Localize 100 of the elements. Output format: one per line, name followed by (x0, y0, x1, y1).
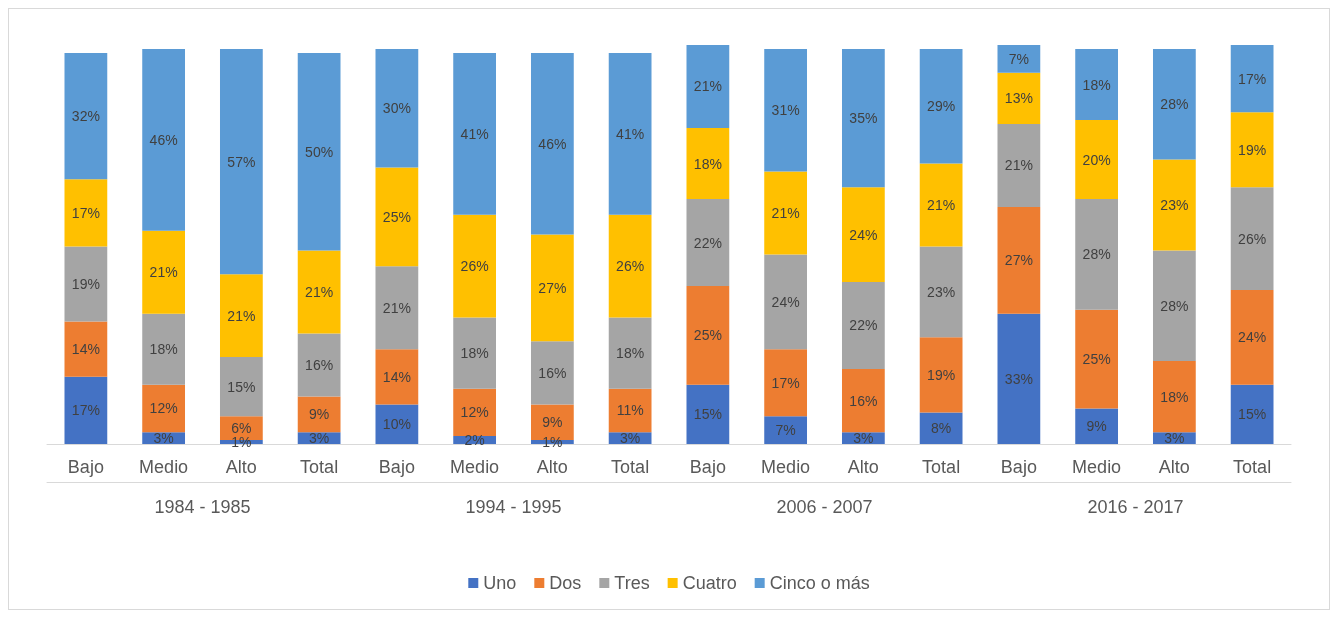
bar (841, 187, 885, 283)
data-label: 21% (382, 299, 411, 316)
bar (686, 285, 730, 385)
bar (841, 282, 885, 369)
bar (1075, 408, 1119, 444)
data-label: 19% (71, 276, 100, 293)
data-label: 28% (1160, 297, 1189, 314)
data-label: 18% (1160, 388, 1189, 405)
data-label: 21% (771, 204, 800, 221)
bar (997, 45, 1041, 73)
data-label: 24% (1238, 329, 1267, 346)
data-label: 14% (71, 341, 100, 358)
data-label: 19% (1238, 141, 1267, 158)
bar (997, 124, 1041, 207)
data-label: 19% (927, 366, 956, 383)
legend-label: Tres (614, 573, 650, 593)
data-label: 24% (771, 293, 800, 310)
data-label: 18% (616, 345, 645, 362)
bar (219, 357, 263, 417)
bar (764, 171, 808, 255)
data-label: 21% (1004, 157, 1033, 174)
bar (919, 48, 963, 164)
data-label: 10% (382, 416, 411, 433)
x-tick-label: Medio (450, 457, 500, 477)
bar (608, 52, 652, 215)
data-label: 11% (616, 402, 644, 419)
bar (764, 349, 808, 417)
bar (297, 396, 341, 433)
data-label: 29% (927, 98, 956, 115)
data-label: 46% (538, 135, 567, 152)
bar (64, 321, 108, 377)
bar (142, 230, 186, 314)
bar (64, 376, 108, 444)
data-label: 15% (227, 378, 256, 395)
data-label: 18% (149, 341, 178, 358)
x-tick-label: Alto (1158, 457, 1190, 477)
bar (453, 388, 497, 437)
x-tick-label: Bajo (689, 457, 726, 477)
bar (919, 412, 963, 444)
bar (64, 52, 108, 180)
text: 2006 - 2007 (776, 497, 873, 517)
bar (997, 313, 1041, 444)
data-label: 57% (227, 153, 256, 170)
data-label: 28% (1160, 96, 1189, 113)
data-label: 21% (693, 78, 722, 95)
bar (841, 368, 885, 433)
data-label: 26% (616, 258, 645, 275)
legend-label: Cuatro (682, 573, 737, 593)
data-label: 22% (693, 234, 722, 251)
x-tick-label: Total (611, 457, 650, 477)
data-label: 41% (616, 125, 645, 142)
data-label: 18% (460, 345, 489, 362)
data-label: 14% (382, 368, 411, 385)
x-tick-label: Total (1233, 457, 1272, 477)
legend-label: Dos (549, 573, 582, 593)
bar (1152, 159, 1196, 251)
data-label: 27% (538, 279, 567, 296)
data-label: 25% (1082, 351, 1111, 368)
x-tick-label: Medio (1072, 457, 1122, 477)
bar (64, 246, 108, 322)
bar (1230, 384, 1274, 444)
data-label: 3% (853, 430, 874, 447)
bar (1075, 48, 1119, 121)
bar (1152, 48, 1196, 160)
data-label: 8% (931, 420, 952, 437)
bar (1230, 289, 1274, 385)
bar (608, 317, 652, 389)
bar (1075, 120, 1119, 200)
bar (375, 48, 419, 168)
data-label: 16% (849, 392, 878, 409)
data-label: 21% (227, 307, 256, 324)
x-tick-label: Alto (536, 457, 568, 477)
data-label: 25% (693, 327, 722, 344)
bar (219, 274, 263, 358)
bar (530, 234, 574, 342)
bar (64, 179, 108, 247)
data-label: 27% (1004, 252, 1033, 269)
data-label: 3% (1164, 430, 1185, 447)
bar (1230, 112, 1274, 188)
data-label: 9% (542, 414, 563, 431)
bar (764, 416, 808, 444)
bar (530, 341, 574, 405)
bar (686, 199, 730, 286)
bar (297, 333, 341, 397)
data-label: 15% (693, 406, 722, 423)
bar (219, 48, 263, 275)
data-label: 30% (382, 100, 411, 117)
data-label: 7% (1008, 50, 1029, 67)
data-label: 12% (149, 400, 178, 417)
bar (1152, 361, 1196, 433)
data-label: 18% (1082, 76, 1111, 93)
x-tick-label: Total (300, 457, 339, 477)
data-label: 31% (771, 102, 800, 119)
data-label: 18% (693, 155, 722, 172)
data-label: 46% (149, 131, 178, 148)
x-tick-label: Total (922, 457, 961, 477)
bar (453, 214, 497, 318)
data-label: 9% (1086, 418, 1107, 435)
data-label: 33% (1004, 370, 1033, 387)
bar (686, 45, 730, 128)
